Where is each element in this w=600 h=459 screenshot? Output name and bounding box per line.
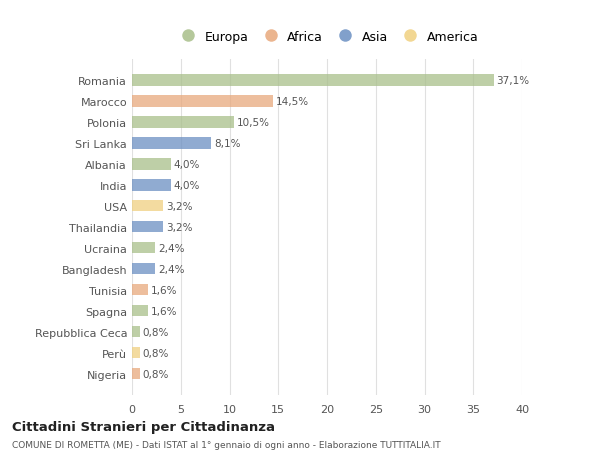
Legend: Europa, Africa, Asia, America: Europa, Africa, Asia, America — [170, 26, 484, 49]
Text: 2,4%: 2,4% — [158, 264, 185, 274]
Text: COMUNE DI ROMETTA (ME) - Dati ISTAT al 1° gennaio di ogni anno - Elaborazione TU: COMUNE DI ROMETTA (ME) - Dati ISTAT al 1… — [12, 440, 440, 449]
Bar — [132, 347, 140, 358]
Text: 14,5%: 14,5% — [277, 96, 310, 106]
Text: 1,6%: 1,6% — [151, 285, 177, 295]
Bar — [132, 368, 140, 380]
Bar — [132, 201, 163, 212]
Text: 0,8%: 0,8% — [143, 348, 169, 358]
Text: 0,8%: 0,8% — [143, 369, 169, 379]
Text: 10,5%: 10,5% — [238, 118, 271, 128]
Bar — [132, 221, 163, 233]
Bar — [132, 159, 171, 170]
Text: 2,4%: 2,4% — [158, 243, 185, 253]
Bar — [132, 138, 211, 149]
Text: 3,2%: 3,2% — [166, 222, 193, 232]
Text: 1,6%: 1,6% — [151, 306, 177, 316]
Bar — [132, 179, 171, 191]
Bar — [132, 326, 140, 338]
Bar — [132, 284, 148, 296]
Bar — [132, 242, 155, 254]
Text: 4,0%: 4,0% — [174, 180, 200, 190]
Bar — [132, 305, 148, 317]
Bar — [132, 75, 494, 86]
Text: Cittadini Stranieri per Cittadinanza: Cittadini Stranieri per Cittadinanza — [12, 420, 275, 433]
Bar — [132, 117, 235, 128]
Text: 37,1%: 37,1% — [497, 76, 530, 86]
Text: 0,8%: 0,8% — [143, 327, 169, 337]
Text: 4,0%: 4,0% — [174, 159, 200, 169]
Bar — [132, 263, 155, 275]
Text: 8,1%: 8,1% — [214, 139, 241, 148]
Bar — [132, 96, 274, 107]
Text: 3,2%: 3,2% — [166, 202, 193, 211]
